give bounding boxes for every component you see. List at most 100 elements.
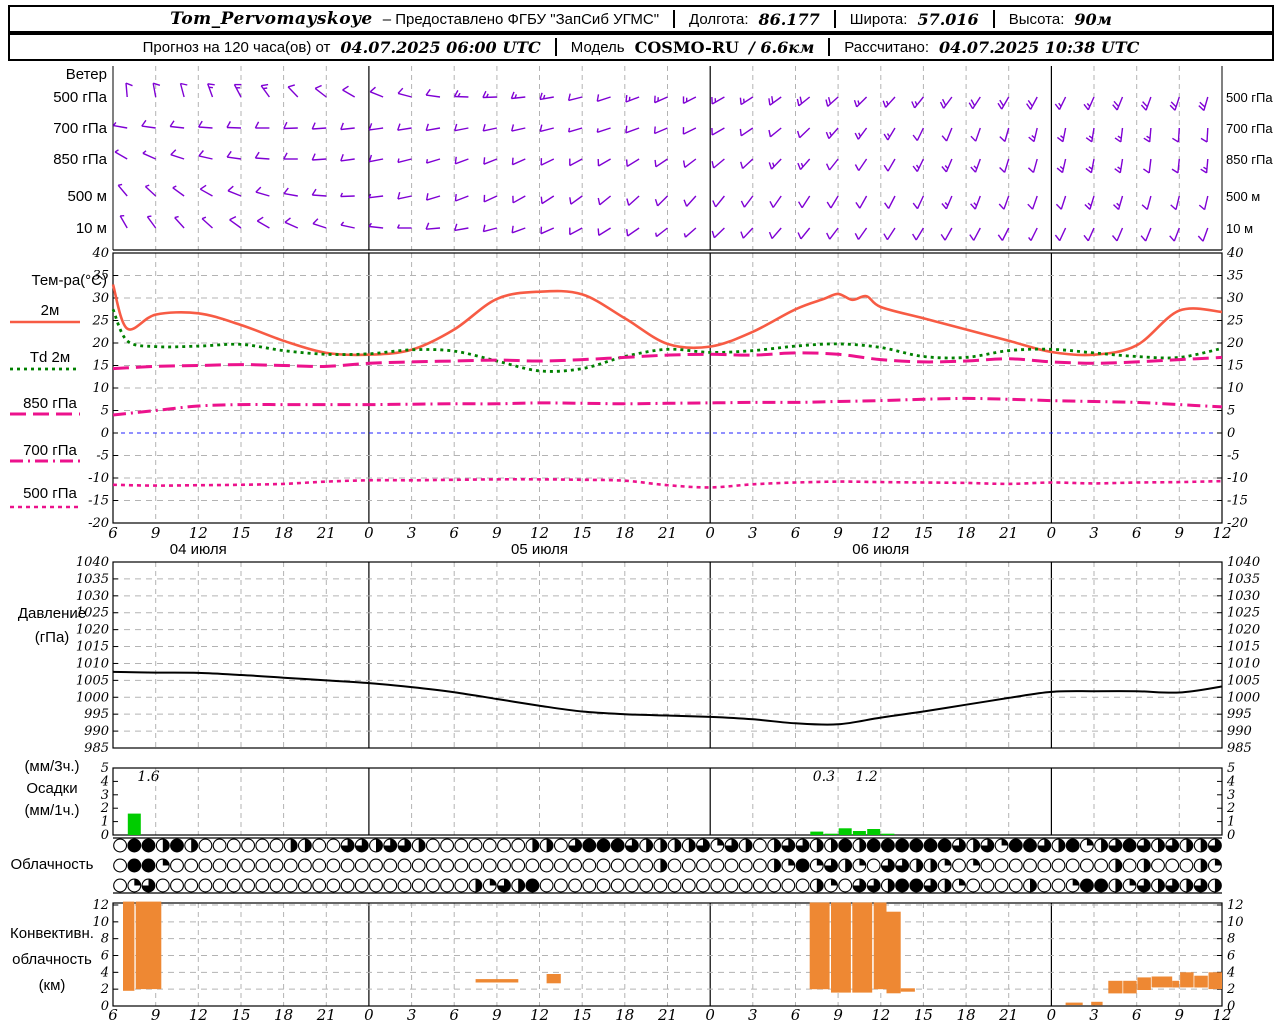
svg-text:5: 5	[101, 761, 109, 776]
svg-text:12: 12	[871, 1006, 890, 1024]
longitude-value: 86.177	[758, 9, 820, 29]
svg-text:2: 2	[1226, 801, 1235, 816]
svg-text:0: 0	[1047, 1006, 1057, 1024]
svg-text:10: 10	[1227, 381, 1244, 396]
svg-text:21: 21	[998, 524, 1018, 542]
header-separator	[828, 38, 831, 56]
svg-text:5: 5	[101, 404, 109, 419]
svg-text:-5: -5	[1227, 449, 1240, 464]
svg-text:990: 990	[84, 724, 109, 739]
svg-text:15: 15	[914, 524, 933, 542]
svg-text:40: 40	[1226, 246, 1244, 261]
svg-text:1035: 1035	[1227, 572, 1260, 587]
svg-text:3: 3	[101, 788, 109, 803]
svg-text:6: 6	[791, 1006, 801, 1024]
svg-text:12: 12	[1212, 1006, 1231, 1024]
svg-text:9: 9	[492, 524, 502, 542]
svg-text:9: 9	[151, 1006, 161, 1024]
forecast-prefix: Прогноз на 120 часа(ов) от	[142, 38, 331, 56]
svg-text:1015: 1015	[76, 640, 109, 655]
svg-text:1010: 1010	[76, 656, 109, 671]
svg-text:0: 0	[705, 524, 715, 542]
svg-text:05 июля: 05 июля	[511, 541, 568, 558]
model-label: Модель	[570, 38, 625, 56]
svg-text:3: 3	[748, 524, 758, 542]
svg-text:12: 12	[1227, 898, 1244, 913]
svg-text:12: 12	[189, 524, 208, 542]
svg-text:12: 12	[530, 524, 549, 542]
svg-text:8: 8	[101, 932, 109, 947]
temp-panel-title: Тем-ра(°C)	[31, 272, 107, 289]
svg-text:6: 6	[101, 949, 109, 964]
svg-text:1030: 1030	[1227, 589, 1260, 604]
svg-text:4: 4	[100, 965, 109, 980]
svg-text:0: 0	[1047, 524, 1057, 542]
svg-text:9: 9	[1175, 524, 1185, 542]
svg-text:3: 3	[407, 1006, 417, 1024]
svg-text:18: 18	[615, 524, 634, 542]
svg-text:-10: -10	[1227, 471, 1248, 486]
model-resolution: / 6.6км	[748, 37, 815, 57]
svg-text:4: 4	[1226, 965, 1235, 980]
svg-text:1: 1	[101, 815, 109, 830]
svg-text:2: 2	[1226, 982, 1235, 997]
svg-text:21: 21	[316, 524, 336, 542]
wind-level-500m-right: 500 м	[1226, 189, 1261, 204]
svg-text:0: 0	[1227, 828, 1235, 843]
svg-text:995: 995	[1227, 707, 1252, 722]
legend-t2m: 2м	[40, 302, 60, 319]
svg-text:0: 0	[101, 426, 109, 441]
provider-label: – Предоставлено ФГБУ "ЗапСиб УГМС"	[382, 10, 660, 28]
svg-text:18: 18	[274, 524, 293, 542]
svg-text:1020: 1020	[76, 623, 109, 638]
longitude-label: Долгота:	[689, 10, 749, 28]
conv-panel-title-2: облачность	[12, 951, 92, 968]
svg-text:18: 18	[274, 1006, 293, 1024]
legend-t700: 700 гПа	[23, 442, 77, 459]
svg-text:-5: -5	[96, 449, 109, 464]
svg-text:12: 12	[92, 898, 109, 913]
svg-text:6: 6	[1132, 524, 1142, 542]
svg-text:10: 10	[1227, 915, 1244, 930]
svg-text:0: 0	[1227, 426, 1235, 441]
wind-panel-title: Ветер	[65, 66, 107, 83]
svg-text:4: 4	[100, 774, 109, 789]
svg-text:3: 3	[1227, 788, 1235, 803]
wind-level-500hpa-right: 500 гПа	[1226, 90, 1273, 105]
altitude-value: 90м	[1074, 9, 1112, 29]
svg-text:06 июля: 06 июля	[852, 541, 909, 558]
svg-text:-15: -15	[88, 494, 109, 509]
legend-t850: 850 гПа	[23, 395, 77, 412]
svg-text:15: 15	[92, 359, 109, 374]
svg-text:21: 21	[316, 1006, 336, 1024]
svg-text:20: 20	[1226, 336, 1244, 351]
svg-text:9: 9	[492, 1006, 502, 1024]
svg-text:6: 6	[108, 524, 118, 542]
svg-text:0: 0	[1227, 999, 1235, 1014]
svg-text:15: 15	[573, 1006, 592, 1024]
svg-text:35: 35	[1227, 269, 1244, 284]
svg-text:0: 0	[101, 999, 109, 1014]
run-time: 04.07.2025 06:00 UTC	[340, 37, 541, 57]
wind-level-10m-right: 10 м	[1226, 221, 1254, 236]
svg-text:0.3: 0.3	[813, 769, 835, 785]
svg-text:2: 2	[100, 982, 109, 997]
header-separator	[554, 38, 557, 56]
svg-text:2: 2	[100, 801, 109, 816]
svg-text:1015: 1015	[1227, 640, 1260, 655]
svg-text:21: 21	[998, 1006, 1018, 1024]
svg-text:9: 9	[151, 524, 161, 542]
station-name: Tom_Pervomayskoye	[170, 9, 373, 29]
legend-td2m: Td 2м	[29, 349, 71, 366]
svg-text:995: 995	[84, 707, 109, 722]
svg-text:15: 15	[231, 524, 250, 542]
svg-text:1000: 1000	[76, 690, 109, 705]
svg-text:985: 985	[84, 741, 109, 756]
svg-text:5: 5	[1227, 761, 1235, 776]
svg-text:12: 12	[1212, 524, 1231, 542]
svg-text:6: 6	[449, 1006, 459, 1024]
svg-text:-20: -20	[1227, 516, 1248, 531]
svg-text:3: 3	[407, 524, 417, 542]
